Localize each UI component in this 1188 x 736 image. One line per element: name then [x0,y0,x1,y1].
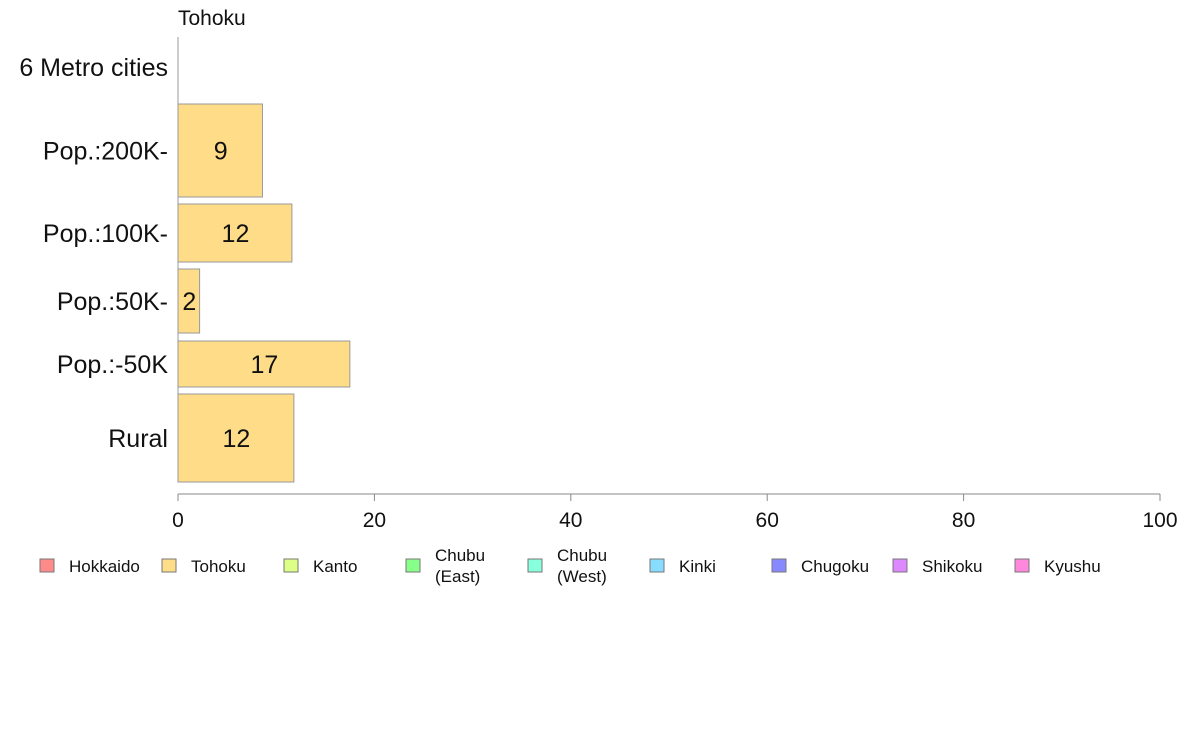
x-tick-label: 80 [952,509,975,532]
legend-label: Chubu (West) [557,546,607,586]
bar-value-label: 12 [222,220,250,248]
x-tick-label: 40 [559,509,582,532]
legend-label: Kanto [313,557,357,576]
category-labels: 6 Metro cities Pop.:200K- Pop.:100K- Pop.:5… [19,54,168,453]
legend-label: Tohoku [191,557,246,576]
legend-label: Chugoku [801,557,869,576]
bar [177,103,263,198]
legend-label: Hokkaido [69,557,140,576]
bar [177,203,293,263]
x-tick-label: 0 [172,509,184,532]
legend-swatch [1014,558,1030,573]
bars-layer: 9 12 2 17 12 [177,37,351,483]
x-tick-label: 20 [363,509,386,532]
bar [177,340,351,388]
legend: Hokkaido Tohoku Kanto Chubu (East) Chubu (West… [39,546,1101,586]
category-label: Pop.:200K- [43,138,168,166]
legend-swatch [892,558,908,573]
bar [177,393,295,483]
legend-swatch [527,558,543,573]
bar [177,268,201,334]
legend-label: Shikoku [922,557,982,576]
category-label: 6 Metro cities [19,54,168,82]
x-tick-label: 60 [756,509,779,532]
legend-swatch [283,558,299,573]
legend-swatch [161,558,177,573]
category-label: Pop.:100K- [43,220,168,248]
bar-value-label: 9 [214,138,228,166]
category-label: Pop.:-50K [57,351,169,379]
x-axis: 0 20 40 60 80 100 [172,493,1178,532]
bar-value-label: 12 [223,425,251,453]
legend-swatch [39,558,55,573]
legend-label: Kinki [679,557,716,576]
category-label: Rural [108,425,168,453]
legend-swatch [649,558,665,573]
x-tick-label: 100 [1142,509,1177,532]
legend-label: Chubu (East) [435,546,485,586]
bar-value-label: 17 [251,351,279,379]
bar-value-label: 2 [182,288,196,316]
legend-swatch [771,558,787,573]
legend-swatch [405,558,421,573]
legend-label: Kyushu [1044,557,1101,576]
chart-title: Tohoku [178,7,246,30]
category-label: Pop.:50K- [57,288,168,316]
